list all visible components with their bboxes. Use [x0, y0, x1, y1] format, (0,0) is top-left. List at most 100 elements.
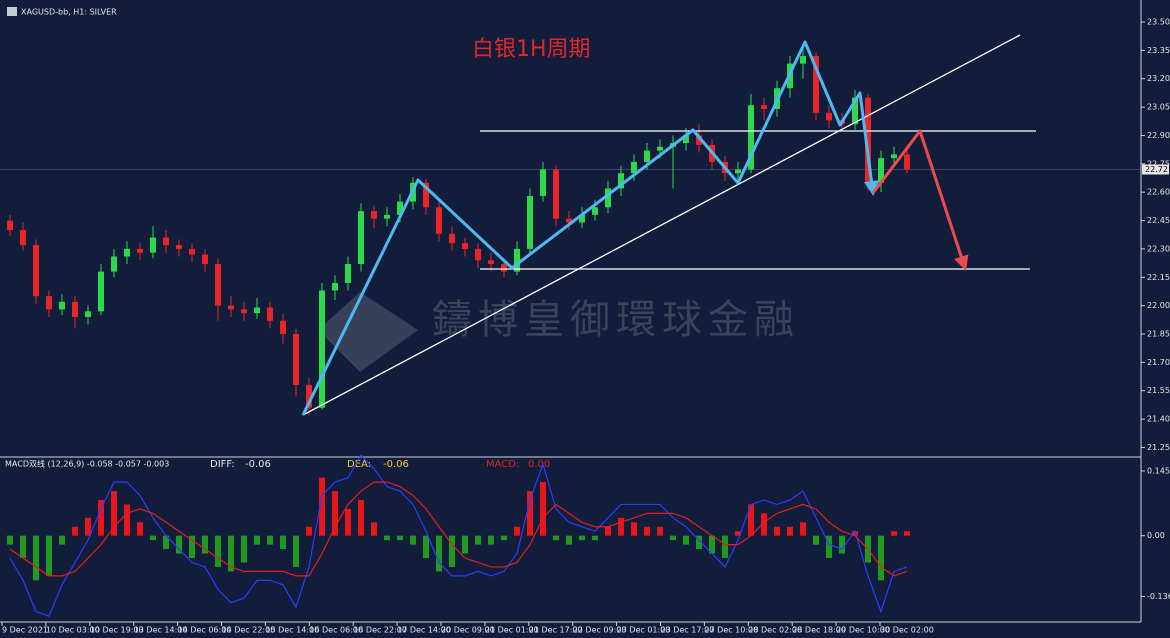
candle-body: [397, 201, 403, 215]
macd-bar: [85, 517, 91, 536]
x-tick-label: 22 Dec 09:00: [573, 626, 627, 635]
candle-body: [527, 195, 533, 249]
candle-body: [72, 301, 78, 317]
candle-body: [631, 161, 637, 174]
candle-body: [215, 264, 221, 306]
macd-bar: [358, 499, 364, 536]
macd-bar: [696, 535, 702, 550]
macd-bar: [7, 535, 13, 545]
macd-bar: [241, 535, 247, 563]
macd-value: 0.00: [528, 459, 550, 470]
macd-bar: [683, 535, 689, 545]
macd-bar: [137, 522, 143, 536]
candle-body: [566, 218, 572, 223]
dea-value: -0.06: [383, 459, 409, 470]
x-tick-label: 23 Dec 01:00: [617, 626, 671, 635]
macd-bar: [397, 535, 403, 541]
candle-body: [579, 214, 585, 223]
macd-bar: [293, 535, 299, 567]
last-price-box: [1142, 164, 1169, 175]
candle-body: [748, 105, 754, 170]
macd-bar: [176, 535, 182, 554]
candle-body: [683, 135, 689, 144]
macd-bar: [501, 535, 507, 541]
candle-body: [202, 254, 208, 265]
macd-bar: [228, 535, 234, 572]
candle-body: [735, 169, 741, 174]
macd-bar: [800, 522, 806, 536]
y-tick-label: 21.85: [1147, 329, 1170, 338]
y-tick-label: 23.20: [1147, 74, 1170, 83]
macd-bar: [761, 513, 767, 536]
candle-body: [319, 290, 325, 408]
candle-body: [85, 311, 91, 317]
candle-body: [228, 305, 234, 310]
candle-body: [59, 301, 65, 310]
candle-body: [241, 309, 247, 314]
macd-bar: [904, 531, 910, 536]
macd-bar: [332, 491, 338, 536]
macd-bar: [644, 526, 650, 536]
candle-body: [449, 233, 455, 244]
x-tick-label: 14 Dec 22:00: [222, 626, 276, 635]
macd-bar: [852, 531, 858, 536]
macd-bar: [20, 535, 26, 559]
macd-bar: [280, 535, 286, 550]
y-tick-label: 22.60: [1147, 188, 1170, 197]
y-tick-label: 21.55: [1147, 386, 1170, 395]
macd-bar: [839, 535, 845, 554]
candle-body: [436, 207, 442, 234]
macd-bar: [384, 535, 390, 541]
candle-body: [891, 154, 897, 159]
candle-body: [111, 256, 117, 272]
wave-path: [301, 40, 879, 416]
macd-bar: [579, 535, 585, 541]
candle-body: [475, 248, 481, 261]
diff-value: -0.06: [245, 459, 271, 470]
candle-body: [124, 248, 130, 257]
last-price-label: 22.72: [1145, 165, 1168, 174]
symbol-label: XAGUSD-bb, H1: SILVER: [21, 8, 117, 17]
macd-bar: [254, 535, 260, 545]
macd-bar: [488, 535, 494, 545]
diff-line: [9, 454, 908, 617]
macd-bar: [735, 531, 741, 536]
diff-name: DIFF:: [210, 459, 235, 470]
candle-body: [488, 260, 494, 265]
candle-body: [553, 169, 559, 219]
macd-bar: [163, 535, 169, 550]
y-tick-label: 23.05: [1147, 103, 1170, 112]
x-tick-label: 20 Dec 09:00: [441, 626, 495, 635]
candle-body: [618, 173, 624, 189]
candle-body: [371, 211, 377, 219]
price-pane: [0, 44, 1141, 416]
macd-bar: [813, 535, 819, 545]
candle-body: [280, 320, 286, 334]
y-tick-label: 22.45: [1147, 216, 1170, 225]
candle-body: [163, 237, 169, 246]
y-tick-label: 22.15: [1147, 273, 1170, 282]
candle-body: [189, 248, 195, 255]
macd-tick-label: 0.145: [1147, 466, 1170, 475]
y-tick-label: 23.35: [1147, 46, 1170, 55]
candle-body: [293, 333, 299, 386]
candle-body: [813, 56, 819, 113]
x-tick-label: 15 Dec 14:00: [265, 626, 319, 635]
watermark-logo: [318, 292, 418, 372]
candle-body: [20, 230, 26, 246]
macd-bar: [59, 535, 65, 545]
macd-bar: [514, 526, 520, 536]
macd-bar: [202, 535, 208, 554]
macd-bar: [787, 526, 793, 536]
x-tick-label: 10 Dec 19:00: [90, 626, 144, 635]
candle-body: [826, 112, 832, 121]
chart-title: 白银1H周期: [472, 37, 591, 62]
x-tick-label: 13 Dec 14:00: [134, 626, 188, 635]
forecast-path: [871, 129, 969, 271]
macd-bar: [72, 526, 78, 536]
candle-body: [644, 150, 650, 162]
candle-body: [501, 264, 507, 272]
macd-bar: [124, 504, 130, 536]
